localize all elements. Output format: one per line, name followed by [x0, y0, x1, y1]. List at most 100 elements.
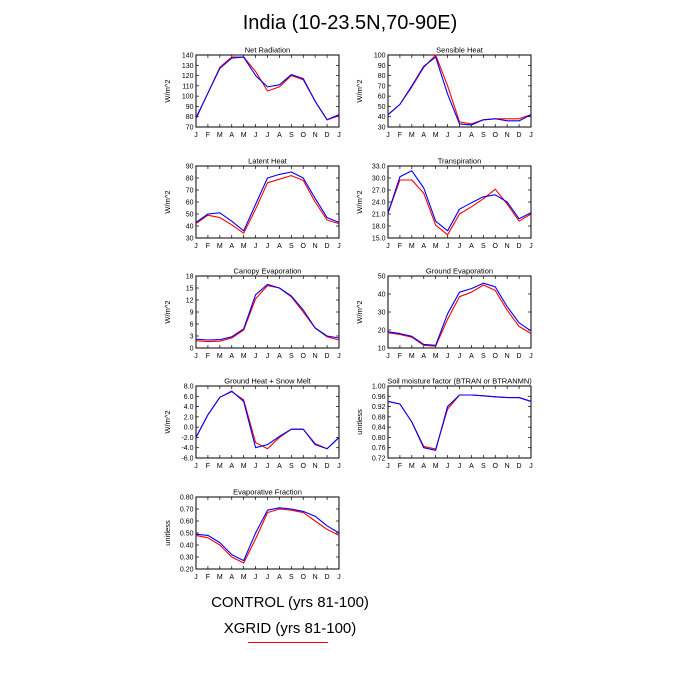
- x-tick-label: M: [409, 463, 415, 470]
- y-tick-label: 40: [378, 114, 386, 121]
- x-tick-label: F: [398, 243, 402, 250]
- y-tick-label: 120: [182, 73, 194, 80]
- series-line-xgrid: [195, 175, 340, 234]
- x-tick-label: M: [217, 353, 223, 360]
- x-tick-label: M: [217, 243, 223, 250]
- y-tick-label: 6: [190, 322, 194, 329]
- y-tick-label: 60: [186, 200, 194, 207]
- y-tick-label: 24.0: [372, 200, 386, 207]
- y-tick-label: 80: [186, 176, 194, 183]
- y-tick-label: 110: [182, 83, 193, 90]
- panel-title: Latent Heat: [248, 157, 288, 166]
- panel-title: Ground Evaporation: [426, 267, 493, 276]
- x-tick-label: D: [325, 132, 330, 139]
- x-tick-label: D: [517, 463, 522, 470]
- x-tick-label: J: [458, 353, 462, 360]
- y-axis-label: W/m^2: [163, 300, 172, 323]
- x-tick-label: J: [254, 574, 258, 581]
- y-tick-label: 18.0: [372, 224, 386, 231]
- x-tick-label: J: [529, 353, 533, 360]
- y-tick-label: 0.30: [180, 555, 194, 562]
- x-tick-label: J: [446, 353, 450, 360]
- x-tick-label: S: [289, 463, 294, 470]
- y-tick-label: -2.0: [181, 435, 193, 442]
- x-tick-label: J: [337, 574, 341, 581]
- x-tick-label: O: [301, 574, 307, 581]
- legend-xgrid-line: [248, 642, 328, 643]
- x-tick-label: S: [289, 353, 294, 360]
- x-tick-label: S: [481, 243, 486, 250]
- x-tick-label: A: [421, 353, 426, 360]
- y-tick-label: 15: [186, 286, 194, 293]
- x-tick-label: M: [409, 243, 415, 250]
- panel-title: Transpiration: [438, 157, 482, 166]
- x-tick-label: F: [206, 243, 210, 250]
- y-tick-label: 27.0: [372, 188, 386, 195]
- y-tick-label: 80: [378, 73, 386, 80]
- x-tick-label: J: [337, 463, 341, 470]
- x-tick-label: J: [266, 574, 270, 581]
- panel-title: Net Radiation: [245, 46, 290, 55]
- series-line-xgrid: [195, 508, 340, 564]
- panel-title: Canopy Evaporation: [234, 267, 302, 276]
- x-tick-label: J: [266, 463, 270, 470]
- x-tick-label: A: [229, 574, 234, 581]
- y-tick-label: 0.20: [180, 567, 194, 574]
- x-tick-label: M: [241, 132, 247, 139]
- x-tick-label: M: [217, 574, 223, 581]
- series-line-control: [387, 394, 532, 451]
- y-axis-label: unitless: [355, 409, 364, 435]
- x-tick-label: J: [254, 353, 258, 360]
- y-tick-label: 80: [186, 114, 194, 121]
- y-tick-label: 50: [378, 274, 386, 281]
- x-tick-label: S: [289, 243, 294, 250]
- x-tick-label: O: [301, 353, 307, 360]
- x-tick-label: O: [493, 132, 499, 139]
- y-tick-label: 0.92: [372, 404, 386, 411]
- x-tick-label: N: [505, 463, 510, 470]
- x-tick-label: M: [241, 574, 247, 581]
- y-tick-label: 0: [190, 346, 194, 353]
- y-tick-label: 0.70: [180, 507, 194, 514]
- x-tick-label: M: [241, 243, 247, 250]
- x-tick-label: O: [301, 132, 307, 139]
- y-tick-label: 100: [182, 94, 194, 101]
- y-tick-label: 0.96: [372, 394, 386, 401]
- series-line-xgrid: [387, 394, 532, 450]
- y-tick-label: 20: [378, 328, 386, 335]
- y-tick-label: 0.60: [180, 519, 194, 526]
- x-tick-label: J: [458, 132, 462, 139]
- y-tick-label: 0.88: [372, 414, 386, 421]
- x-tick-label: M: [217, 463, 223, 470]
- x-tick-label: A: [229, 243, 234, 250]
- plot-frame: [195, 385, 340, 459]
- x-tick-label: F: [206, 353, 210, 360]
- y-tick-label: 0.40: [180, 543, 194, 550]
- y-tick-label: 2.0: [184, 414, 194, 421]
- x-tick-label: D: [517, 243, 522, 250]
- x-tick-label: N: [505, 132, 510, 139]
- x-tick-label: J: [446, 132, 450, 139]
- y-tick-label: 0.80: [372, 435, 386, 442]
- y-tick-label: 9: [190, 310, 194, 317]
- x-tick-label: N: [313, 353, 318, 360]
- x-tick-label: M: [433, 132, 439, 139]
- y-axis-label: W/m^2: [163, 410, 172, 433]
- x-tick-label: J: [529, 463, 533, 470]
- x-tick-label: A: [469, 463, 474, 470]
- y-tick-label: -4.0: [181, 445, 193, 452]
- x-tick-label: D: [325, 353, 330, 360]
- y-tick-label: 8.0: [184, 384, 194, 391]
- y-tick-label: 21.0: [372, 212, 386, 219]
- x-tick-label: A: [277, 353, 282, 360]
- y-axis-label: W/m^2: [163, 190, 172, 213]
- x-tick-label: S: [481, 353, 486, 360]
- x-tick-label: J: [254, 132, 258, 139]
- x-tick-label: D: [325, 574, 330, 581]
- x-tick-label: N: [313, 243, 318, 250]
- y-tick-label: 30: [186, 236, 194, 243]
- y-tick-label: 10: [378, 346, 386, 353]
